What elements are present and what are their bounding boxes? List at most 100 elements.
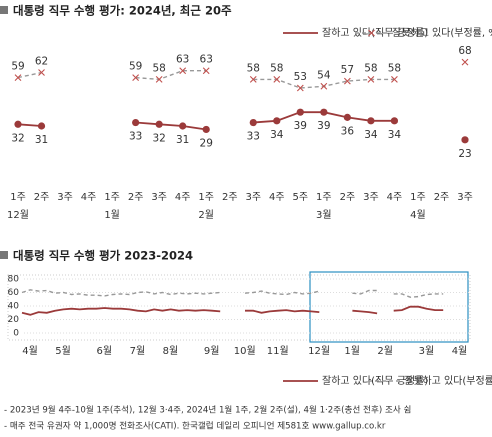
- data-label: 58: [388, 62, 401, 74]
- x-tick-label: 4주: [175, 192, 191, 203]
- group-label: 2월: [198, 209, 214, 221]
- x-tick-label: 2월: [377, 345, 393, 357]
- point: [37, 122, 46, 130]
- data-label: 33: [129, 131, 142, 143]
- x-tick-label: 2주: [222, 192, 238, 203]
- x-marker: [461, 58, 469, 66]
- x-tick-label: 3주: [57, 192, 73, 203]
- title-bullet: [0, 6, 8, 14]
- data-label: 32: [152, 132, 165, 144]
- data-label: 53: [294, 71, 307, 83]
- point: [320, 108, 328, 116]
- x-tick-label: 1월: [344, 345, 360, 357]
- x-tick-label: 12월: [308, 345, 330, 357]
- x-tick-label: 1주: [316, 192, 332, 203]
- data-label: 34: [364, 129, 378, 141]
- x-marker-stroke: [249, 75, 257, 83]
- point: [343, 113, 351, 121]
- x-marker-stroke: [296, 84, 304, 92]
- data-label: 31: [176, 134, 189, 146]
- x-marker: [38, 69, 45, 76]
- data-label: 31: [35, 134, 48, 146]
- legend-label: 잘하고 있다(직무 긍정률): [322, 26, 428, 39]
- x-tick-label: 4주: [387, 192, 403, 203]
- point: [155, 120, 163, 128]
- point: [14, 120, 22, 128]
- x-marker: [320, 82, 328, 90]
- data-label: 29: [200, 137, 213, 149]
- x-marker-stroke: [391, 75, 398, 83]
- x-marker-stroke: [367, 75, 375, 83]
- x-tick-label: 8월: [163, 345, 179, 357]
- x-tick-label: 3주: [363, 192, 379, 203]
- x-tick-label: 6월: [97, 345, 113, 357]
- x-marker-stroke: [461, 58, 469, 66]
- x-tick-label: 5월: [55, 345, 71, 357]
- legend-marker: [368, 29, 375, 37]
- x-marker: [391, 75, 398, 83]
- x-marker-stroke: [179, 67, 187, 75]
- point: [179, 122, 187, 130]
- data-label: 39: [317, 120, 330, 132]
- y-tick-label: 60: [8, 288, 20, 298]
- point: [132, 118, 140, 127]
- plot-frame: [7, 274, 471, 341]
- data-label: 33: [247, 131, 260, 143]
- series-line: [22, 287, 468, 297]
- x-tick-label: 4월: [452, 345, 468, 357]
- x-marker: [273, 75, 281, 83]
- y-tick-label: 40: [8, 302, 20, 312]
- data-label: 58: [364, 62, 377, 74]
- x-marker: [202, 67, 210, 75]
- point: [390, 117, 399, 125]
- x-tick-label: 11월: [267, 345, 289, 357]
- y-tick-label: 20: [8, 315, 20, 325]
- x-marker: [249, 75, 257, 83]
- chart-title: 대통령 직무 수행 평가: 2024년, 최근 20주: [13, 4, 232, 18]
- x-marker-stroke: [202, 67, 210, 75]
- x-tick-label: 1주: [198, 192, 214, 203]
- group-label: 1월: [104, 209, 120, 221]
- data-label: 59: [129, 61, 142, 73]
- data-label: 54: [317, 69, 331, 81]
- point: [367, 117, 375, 125]
- x-tick-label: 3주: [245, 192, 261, 203]
- x-tick-label: 2주: [340, 192, 356, 203]
- data-label: 68: [458, 45, 471, 57]
- x-tick-label: 1주: [10, 192, 26, 203]
- x-marker: [179, 67, 187, 75]
- data-label: 57: [341, 64, 354, 76]
- point: [273, 117, 281, 125]
- data-label: 32: [11, 132, 24, 144]
- x-tick-label: 4주: [81, 192, 97, 203]
- x-tick-label: 3주: [457, 192, 473, 203]
- data-label: 58: [270, 62, 283, 74]
- y-tick-label: 80: [8, 275, 20, 285]
- highlight-box: [309, 271, 469, 343]
- point: [296, 108, 304, 116]
- point: [249, 118, 257, 127]
- x-tick-label: 3주: [151, 192, 167, 203]
- series-line: [22, 307, 468, 318]
- x-marker-stroke: [14, 74, 22, 82]
- data-label: 58: [247, 62, 260, 74]
- data-label: 59: [11, 61, 24, 73]
- data-label: 58: [152, 62, 165, 74]
- x-tick-label: 1주: [410, 192, 426, 203]
- group-label: 4월: [410, 209, 426, 221]
- data-label: 36: [341, 125, 355, 137]
- x-tick-label: 4월: [22, 345, 38, 357]
- y-tick-label: 0: [13, 329, 19, 339]
- data-label: 23: [458, 148, 471, 160]
- chart-title: 대통령 직무 수행 평가 2023-2024: [13, 249, 193, 263]
- x-marker-stroke: [273, 75, 281, 83]
- footnote: - 2023년 9월 4주-10월 1주(추석), 12월 3·4주, 2024…: [4, 404, 411, 416]
- x-tick-label: 3월: [419, 345, 435, 357]
- data-label: 34: [388, 129, 402, 141]
- x-tick-label: 4주: [269, 192, 285, 203]
- legend-label: 잘못하고 있다(부정률, %): [392, 26, 492, 39]
- x-marker-stroke: [38, 69, 45, 76]
- point: [202, 125, 210, 134]
- x-marker-stroke: [155, 75, 163, 83]
